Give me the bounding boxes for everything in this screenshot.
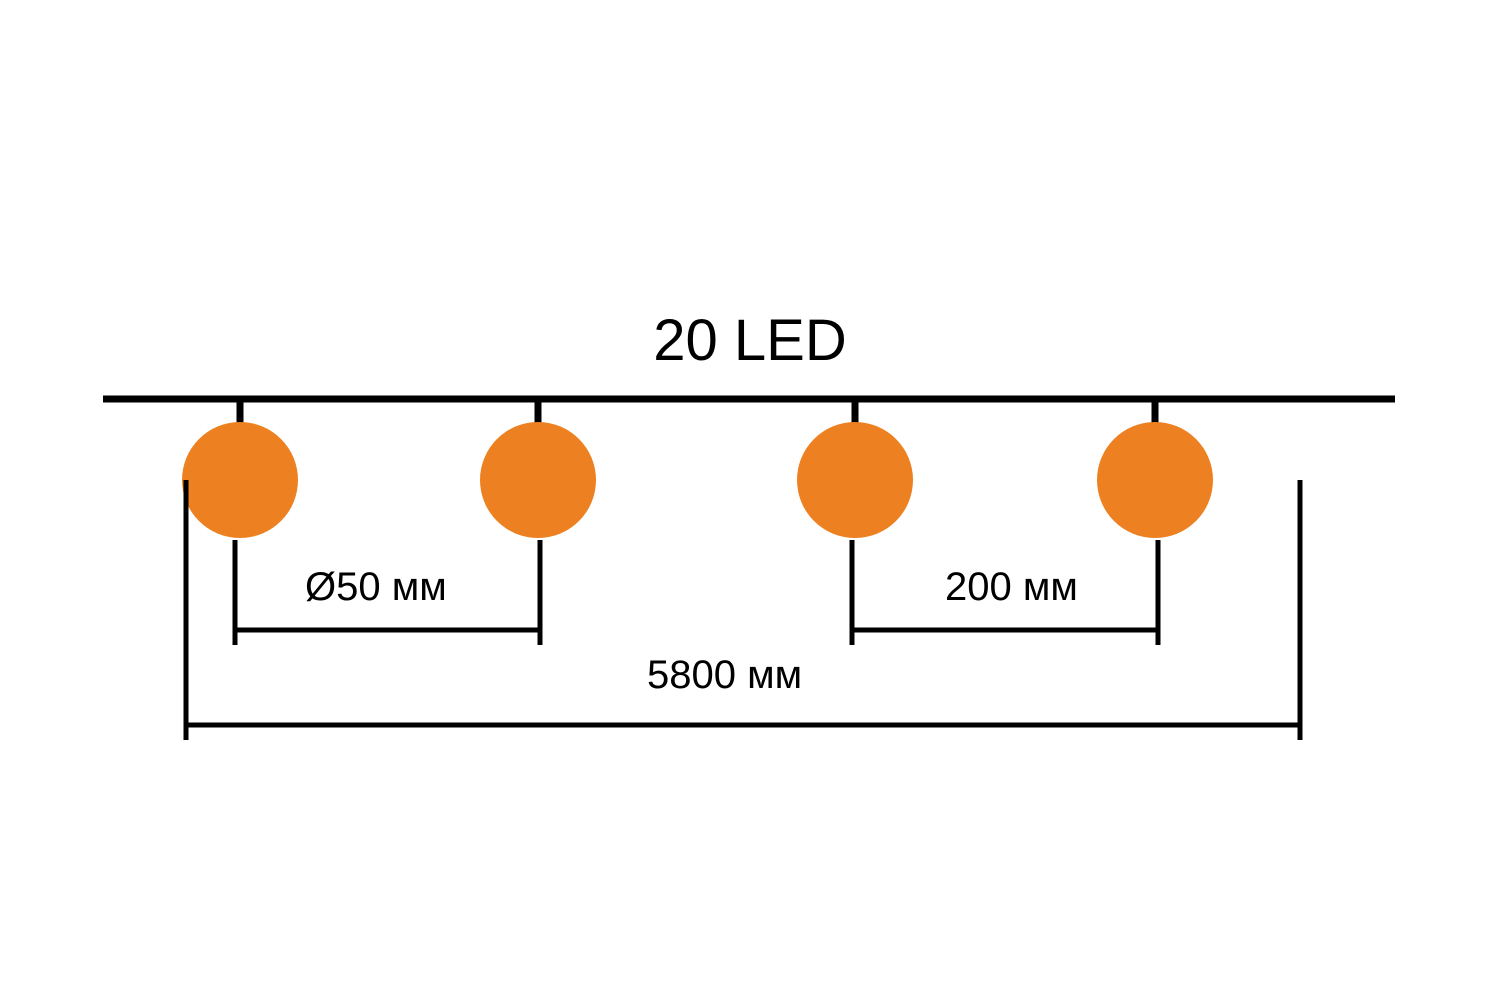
led-bulb [797,422,913,538]
led-bulb [480,422,596,538]
title-text: 20 LED [653,308,846,373]
dim-diameter-label: Ø50 мм [305,565,447,609]
led-string-diagram: 20 LED Ø50 мм 200 мм 5800 мм [0,0,1500,1000]
led-bulb [182,422,298,538]
dim-spacing-label: 200 мм [945,565,1078,609]
dim-total-label: 5800 мм [647,653,802,697]
led-bulb [1097,422,1213,538]
